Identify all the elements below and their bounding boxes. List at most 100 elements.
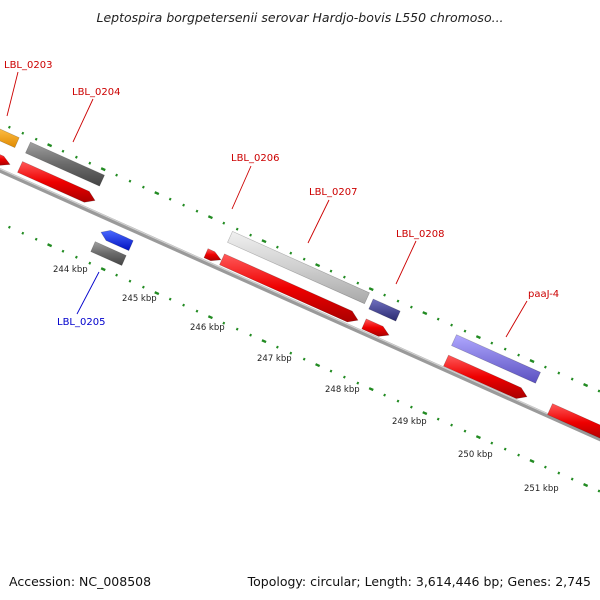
leader-lbl-0205 — [76, 271, 100, 315]
tick-mark — [222, 321, 226, 325]
scale-label: 246 kbp — [190, 323, 225, 333]
tick-mark — [503, 347, 507, 351]
tick-mark — [249, 233, 253, 237]
tick-mark — [368, 387, 374, 392]
tick-mark — [235, 327, 239, 331]
tick-mark — [543, 465, 547, 469]
backbone-highlight — [0, 168, 600, 439]
leader-paaj-4 — [505, 300, 528, 338]
tick-mark — [88, 161, 92, 165]
gene-box-0204 — [25, 141, 105, 187]
tick-mark — [275, 245, 279, 249]
tick-mark — [583, 383, 589, 388]
leader-layer — [6, 71, 528, 338]
tick-mark — [436, 317, 440, 321]
label-paaj-4: paaJ-4 — [528, 289, 559, 300]
tick-mark — [302, 257, 306, 261]
tick-mark — [275, 345, 279, 349]
tick-mark — [34, 237, 38, 241]
scale-label: 247 kbp — [257, 354, 292, 364]
tick-mark — [342, 375, 346, 379]
tick-mark — [195, 309, 199, 313]
tick-mark — [128, 179, 132, 183]
tick-mark — [141, 185, 145, 189]
tick-mark — [383, 393, 387, 397]
leader-lbl-0208 — [395, 240, 417, 285]
tick-mark — [583, 483, 589, 488]
gene-box-0205 — [90, 241, 127, 266]
tick-mark — [383, 293, 387, 297]
tick-mark — [329, 269, 333, 273]
tick-mark — [61, 149, 65, 153]
tick-mark — [463, 429, 467, 433]
tick-mark — [261, 239, 267, 244]
tick-rows — [7, 125, 600, 493]
tick-mark — [450, 323, 454, 327]
tick-mark — [570, 477, 574, 481]
gene-layer — [0, 128, 600, 439]
tick-mark — [115, 273, 119, 277]
tick-mark — [302, 357, 306, 361]
tick-mark — [543, 365, 547, 369]
accession-text: Accession: NC_008508 — [9, 574, 152, 589]
gene-box-paaj-4 — [451, 334, 541, 384]
topology-summary: Topology: circular; Length: 3,614,446 bp… — [247, 574, 591, 589]
tick-mark — [557, 471, 561, 475]
tick-mark — [7, 125, 11, 129]
tick-mark — [154, 191, 160, 196]
tick-mark — [529, 459, 535, 464]
tick-mark — [422, 411, 428, 416]
tick-mark — [7, 225, 11, 229]
tick-mark — [128, 279, 132, 283]
tick-mark — [61, 249, 65, 253]
gene-cds-0206 — [203, 248, 222, 262]
tick-mark — [396, 299, 400, 303]
map-title: Leptospira borgpetersenii serovar Hardjo… — [96, 10, 504, 25]
gene-cds-0205 — [100, 230, 134, 251]
tick-mark — [529, 359, 535, 364]
tick-mark — [235, 227, 239, 231]
tick-row-upper — [7, 125, 600, 393]
tick-mark — [207, 215, 213, 220]
tick-mark — [490, 441, 494, 445]
tick-mark — [47, 243, 53, 248]
tick-mark — [100, 167, 106, 172]
tick-mark — [409, 305, 413, 309]
tick-mark — [356, 281, 360, 285]
scale-label: 249 kbp — [392, 417, 427, 427]
tick-mark — [463, 329, 467, 333]
tick-mark — [249, 333, 253, 337]
gene-cds-next — [547, 403, 600, 439]
leader-lbl-0203 — [6, 71, 19, 117]
tick-mark — [475, 335, 481, 340]
tick-mark — [168, 197, 172, 201]
leader-lbl-0204 — [72, 98, 94, 143]
backbone-line — [0, 167, 600, 442]
tick-mark — [21, 131, 25, 135]
tick-row-lower — [7, 225, 600, 493]
scale-label-layer: 244 kbp 245 kbp 246 kbp 247 kbp 248 kbp 249 k… — [53, 265, 559, 494]
label-lbl-0208: LBL_0208 — [396, 229, 444, 240]
tick-mark — [100, 267, 106, 272]
tick-mark — [436, 417, 440, 421]
tick-mark — [422, 311, 428, 316]
tick-mark — [182, 303, 186, 307]
tick-mark — [47, 143, 53, 148]
tick-mark — [154, 291, 160, 296]
tick-mark — [315, 263, 321, 268]
label-lbl-0205: LBL_0205 — [57, 317, 105, 328]
scale-label: 250 kbp — [458, 450, 493, 460]
tick-mark — [182, 203, 186, 207]
tick-mark — [115, 173, 119, 177]
tick-mark — [261, 339, 267, 344]
tick-mark — [557, 371, 561, 375]
gene-box-0208 — [368, 298, 401, 322]
tick-mark — [21, 231, 25, 235]
gene-cds-0203 — [0, 154, 11, 166]
gene-cds-0208 — [361, 318, 390, 337]
tick-mark — [356, 381, 360, 385]
backbone-layer — [0, 167, 600, 442]
tick-mark — [503, 447, 507, 451]
tick-mark — [34, 137, 38, 141]
